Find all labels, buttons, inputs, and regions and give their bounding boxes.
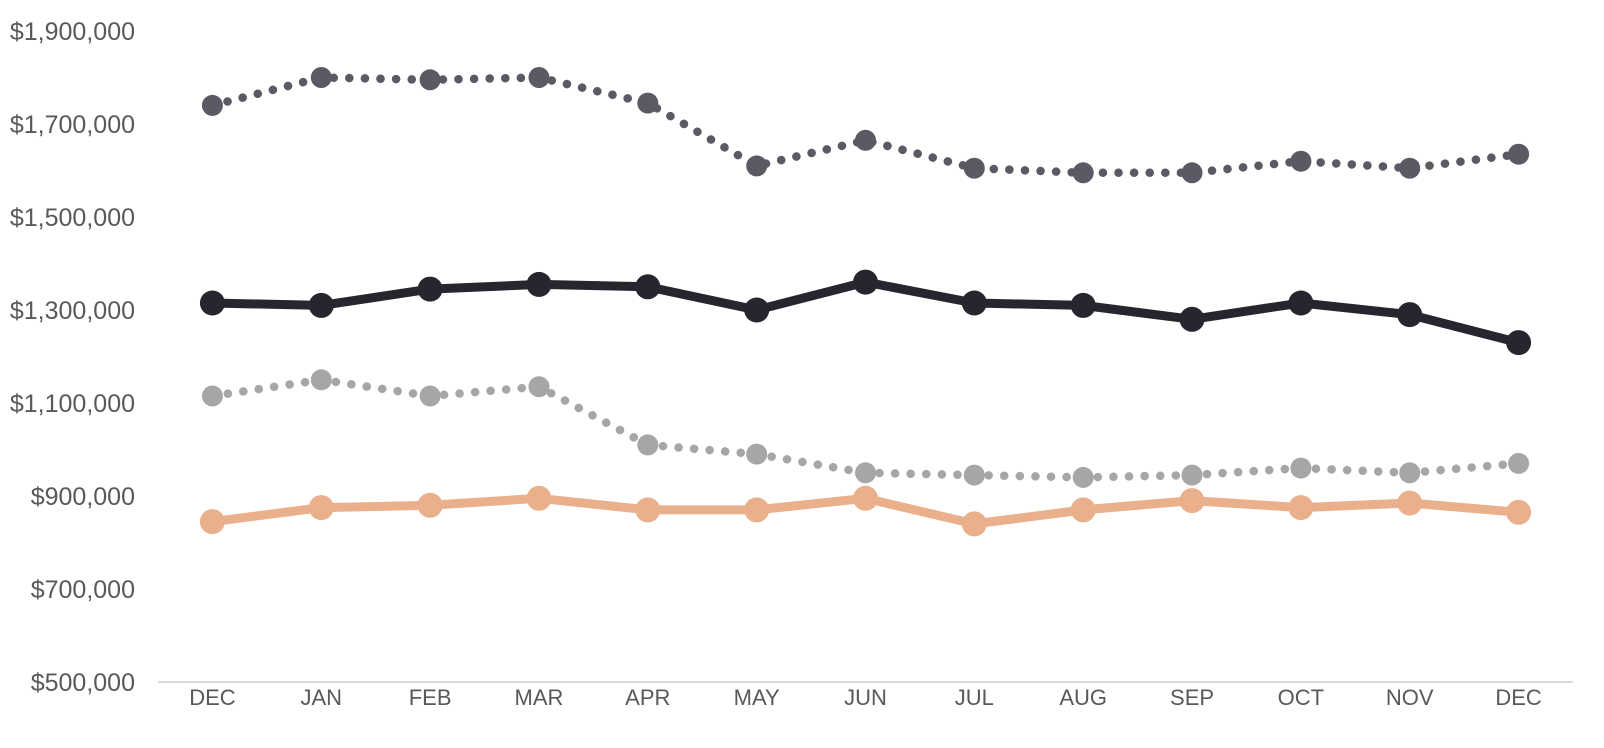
data-point-dotted-gray <box>637 434 659 456</box>
data-point-dotted-dark <box>201 94 223 116</box>
data-point-solid-black <box>308 292 334 318</box>
data-point-dotted-gray <box>1290 457 1312 479</box>
x-axis-tick-label: OCT <box>1278 685 1324 710</box>
data-point-dotted-dark <box>746 155 768 177</box>
x-axis-tick-label: DEC <box>189 685 236 710</box>
data-point-dotted-dark <box>1399 157 1421 179</box>
x-axis: DEC JAN FEB MAR APR MAY JUN JUL AUG SEP OCT NOV DEC <box>189 685 1542 710</box>
data-point-solid-orange <box>1070 497 1096 523</box>
data-point-dotted-dark <box>310 67 332 88</box>
data-point-dotted-dark <box>637 92 659 114</box>
data-point-solid-orange <box>1179 488 1205 514</box>
data-point-solid-orange <box>417 492 443 518</box>
data-point-dotted-gray <box>528 376 550 398</box>
x-axis-tick-label: APR <box>625 685 670 710</box>
data-point-solid-orange <box>744 497 770 523</box>
x-axis-tick-label: FEB <box>409 685 452 710</box>
x-axis-tick-label: MAR <box>515 685 564 710</box>
data-point-dotted-gray <box>1508 452 1530 474</box>
data-point-dotted-gray <box>963 464 985 486</box>
data-point-dotted-dark <box>528 67 550 88</box>
y-axis-tick-label: $1,500,000 <box>10 204 135 232</box>
x-axis-tick-label: DEC <box>1495 685 1542 710</box>
y-axis-tick-label: $900,000 <box>31 483 135 511</box>
data-point-solid-orange <box>1397 490 1423 516</box>
data-point-solid-orange <box>526 485 552 511</box>
data-point-dotted-dark <box>1072 162 1094 184</box>
data-point-dotted-gray <box>201 385 223 407</box>
data-point-dotted-gray <box>1399 462 1421 484</box>
series-line-dotted-dark <box>208 73 1523 178</box>
data-point-solid-orange <box>853 485 878 511</box>
series-dotted-gray <box>201 369 1530 488</box>
data-point-dotted-gray <box>419 385 441 407</box>
series-solid-black <box>199 269 1532 356</box>
series-solid-orange <box>199 485 1532 537</box>
data-point-solid-black <box>1070 292 1096 318</box>
data-point-solid-black <box>417 276 443 302</box>
data-point-dotted-gray <box>310 369 332 391</box>
data-point-solid-black <box>853 269 878 295</box>
data-point-solid-black <box>199 290 225 316</box>
y-axis-tick-label: $1,900,000 <box>10 18 135 46</box>
data-point-solid-black <box>526 271 552 297</box>
y-axis-tick-label: $500,000 <box>31 669 135 697</box>
data-point-solid-black <box>635 274 661 300</box>
y-axis-tick-label: $700,000 <box>31 576 135 604</box>
data-point-solid-orange <box>961 511 987 537</box>
data-point-dotted-dark <box>1181 162 1203 184</box>
data-point-solid-black <box>961 290 987 316</box>
data-point-dotted-dark <box>419 69 441 91</box>
data-point-solid-black <box>1179 306 1205 332</box>
y-axis-tick-label: $1,100,000 <box>10 390 135 418</box>
x-axis-tick-label: AUG <box>1059 685 1107 710</box>
data-point-dotted-dark <box>855 129 876 151</box>
data-point-dotted-dark <box>963 157 985 179</box>
data-point-solid-black <box>744 297 770 323</box>
x-axis-tick-label: MAY <box>734 685 780 710</box>
series-dotted-dark <box>201 67 1530 184</box>
data-point-solid-black <box>1397 302 1423 328</box>
data-point-solid-orange <box>308 495 334 521</box>
data-point-dotted-gray <box>1181 464 1203 486</box>
x-axis-tick-label: JUL <box>955 685 994 710</box>
data-point-solid-orange <box>199 509 225 535</box>
x-axis-tick-label: JUN <box>844 685 887 710</box>
data-point-solid-orange <box>635 497 661 523</box>
y-axis: $500,000 $700,000 $900,000 $1,100,000 $1,300… <box>10 18 135 697</box>
data-point-solid-orange <box>1506 499 1532 525</box>
data-point-solid-black <box>1506 330 1532 356</box>
x-axis-tick-label: NOV <box>1386 685 1434 710</box>
data-point-solid-black <box>1288 290 1314 316</box>
x-axis-tick-label: JAN <box>300 685 342 710</box>
data-point-dotted-gray <box>746 443 768 465</box>
y-axis-tick-label: $1,700,000 <box>10 111 135 139</box>
data-point-solid-orange <box>1288 495 1314 521</box>
data-point-dotted-gray <box>1072 466 1094 488</box>
x-axis-tick-label: SEP <box>1170 685 1214 710</box>
data-point-dotted-dark <box>1290 150 1312 172</box>
data-point-dotted-gray <box>855 462 876 484</box>
y-axis-tick-label: $1,300,000 <box>10 297 135 325</box>
data-point-dotted-dark <box>1508 143 1530 165</box>
